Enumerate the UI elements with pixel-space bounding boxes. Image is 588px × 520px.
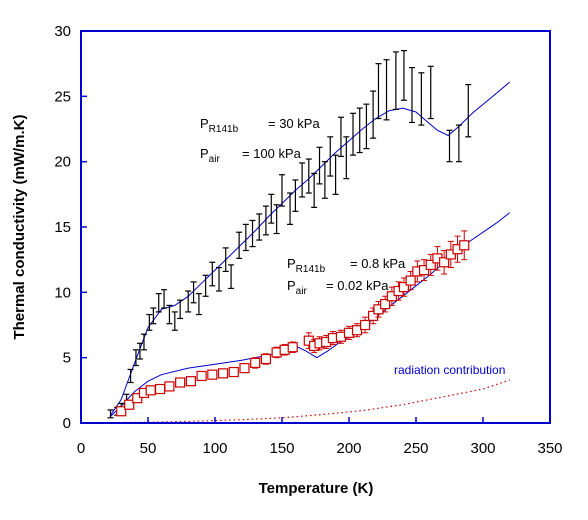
- y-tick-label: 30: [54, 23, 71, 40]
- data-point-square: [418, 265, 430, 276]
- data-point-square: [154, 383, 166, 395]
- x-tick-label: 150: [269, 440, 294, 457]
- data-point-square: [217, 368, 229, 379]
- x-tick-label: 350: [537, 440, 562, 457]
- data-point-square: [405, 275, 416, 286]
- y-tick-label: 20: [54, 154, 71, 171]
- data-point-square: [164, 381, 175, 392]
- annotation-high-pressure-air: Pair = 100 kPa: [200, 146, 302, 165]
- annotation-low-pressure-r141b: PR141b = 0.8 kPa: [287, 256, 406, 275]
- data-point-square: [303, 335, 314, 346]
- data-point-square: [373, 304, 384, 315]
- x-tick-label: 100: [202, 440, 227, 457]
- data-point-square: [287, 342, 298, 353]
- data-point-square: [116, 406, 127, 417]
- data-point-square: [368, 310, 379, 321]
- annotation-high-pressure-r141b: PR141b = 30 kPa: [200, 116, 320, 135]
- data-point-square: [439, 257, 450, 268]
- data-point-square: [250, 357, 261, 368]
- data-point-square: [132, 393, 143, 404]
- data-point-square: [196, 370, 207, 382]
- data-point-square: [175, 377, 186, 388]
- data-point-square: [425, 259, 436, 270]
- annotation-low-pressure-air: Pair = 0.02 kPa: [287, 278, 389, 297]
- data-point-square: [185, 376, 196, 387]
- data-point-square: [359, 319, 371, 331]
- x-tick-label: 300: [470, 440, 495, 457]
- series-layer: [107, 49, 511, 424]
- y-tick-label: 15: [54, 219, 71, 236]
- x-tick-label: 0: [77, 440, 85, 457]
- data-point-square: [351, 325, 363, 336]
- x-tick-label: 250: [403, 440, 428, 457]
- x-tick-label: 50: [140, 440, 157, 457]
- data-point-square: [386, 291, 397, 302]
- y-axis-title: Thermal conductivity (mW/m.K): [11, 114, 28, 339]
- data-point-square: [380, 298, 391, 310]
- data-point-square: [228, 366, 239, 378]
- data-point-square: [398, 282, 410, 293]
- y-tick-label: 10: [54, 284, 71, 301]
- y-tick-label: 25: [54, 88, 71, 105]
- data-point-square: [260, 353, 272, 365]
- x-axis-title: Temperature (K): [259, 480, 374, 497]
- data-point-square: [459, 240, 470, 251]
- data-point-square: [124, 399, 135, 410]
- data-point-square: [207, 369, 218, 380]
- ticks-layer: 0 50 100 150 200 250 300 350 0 5 10 15 20 25 30: [54, 23, 562, 457]
- data-point-square: [445, 249, 456, 260]
- y-tick-label: 5: [63, 350, 71, 367]
- x-tick-label: 200: [336, 440, 361, 457]
- y-tick-label: 0: [63, 415, 71, 432]
- data-point-square: [145, 385, 156, 396]
- data-point-square: [239, 363, 250, 374]
- annotation-radiation-contribution: radiation contribution: [394, 363, 505, 377]
